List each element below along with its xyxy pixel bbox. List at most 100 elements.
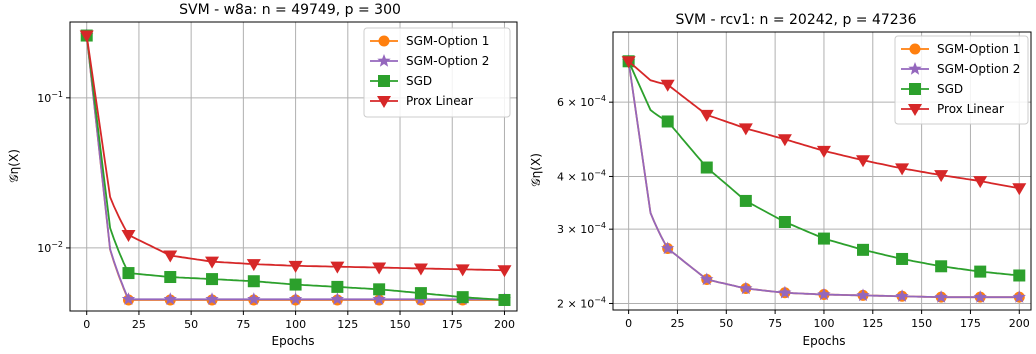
y-tick-label: 4 × 10−4 <box>557 168 606 183</box>
legend-box <box>894 35 1029 125</box>
data-point <box>1013 269 1026 282</box>
data-point <box>895 163 910 176</box>
legend-marker <box>378 35 390 47</box>
legend-label: SGM-Option 1 <box>406 34 489 48</box>
data-point <box>288 260 303 273</box>
y-tick-label: 6 × 10−4 <box>557 94 606 109</box>
x-tick-label: 150 <box>390 318 411 331</box>
x-tick-label: 75 <box>236 318 250 331</box>
data-point <box>121 229 136 242</box>
data-point <box>817 287 831 301</box>
data-point <box>935 260 948 273</box>
data-point <box>778 285 792 299</box>
y-axis-label: 𝒢η(X) <box>7 149 21 183</box>
x-tick-label: 100 <box>285 318 306 331</box>
data-point <box>974 265 987 278</box>
data-point <box>246 259 261 272</box>
data-point <box>164 271 177 284</box>
series-layer <box>79 28 512 306</box>
x-tick-label: 175 <box>442 318 463 331</box>
legend-label: Prox Linear <box>406 94 473 108</box>
data-point <box>817 232 830 245</box>
data-point <box>414 287 427 300</box>
legend-label: SGD <box>937 82 963 96</box>
data-point <box>288 292 303 305</box>
legend-box <box>363 27 511 118</box>
legend-marker <box>909 83 921 95</box>
data-point <box>661 241 675 255</box>
data-point <box>699 109 714 122</box>
x-axis-label: Epochs <box>803 334 846 348</box>
data-point <box>739 194 752 207</box>
data-point <box>700 272 714 286</box>
y-tick-label: 10−2 <box>37 240 63 255</box>
data-point <box>934 290 948 303</box>
chart-title: SVM - w8a: n = 49749, p = 300 <box>179 2 401 18</box>
data-point <box>121 292 136 305</box>
legend-marker <box>377 54 391 67</box>
data-point <box>973 290 987 303</box>
x-axis-label: Epochs <box>272 334 315 348</box>
data-point <box>660 79 675 92</box>
data-point <box>621 56 636 69</box>
data-point <box>205 292 219 305</box>
x-tick-label: 200 <box>1009 317 1030 330</box>
y-tick-label: 2 × 10−4 <box>557 295 606 310</box>
x-ticks: 0 25 50 75 100 125 150 175 200 <box>625 310 1030 330</box>
x-tick-label: 150 <box>911 317 932 330</box>
data-point <box>330 261 345 274</box>
legend-label: Prox Linear <box>937 102 1004 116</box>
plot-frame <box>612 31 1032 311</box>
data-point <box>856 155 871 168</box>
legend-label: SGM-Option 1 <box>937 42 1020 56</box>
series-layer <box>621 54 1027 303</box>
legend: SGM-Option 1 SGM-Option 2 SGD Prox Linear <box>363 27 511 118</box>
x-tick-label: 75 <box>768 317 782 330</box>
data-point <box>700 161 713 174</box>
x-tick-label: 25 <box>670 317 684 330</box>
data-point <box>1012 183 1027 196</box>
x-tick-label: 125 <box>337 318 358 331</box>
data-point <box>498 293 511 306</box>
y-tick-label: 3 × 10−4 <box>557 221 606 236</box>
data-point <box>661 115 674 128</box>
data-point <box>331 280 344 293</box>
x-tick-label: 0 <box>625 317 632 330</box>
data-point <box>163 250 178 263</box>
data-point <box>372 262 387 275</box>
data-point <box>247 292 261 305</box>
plot-frame <box>69 21 518 312</box>
legend-marker <box>909 43 921 55</box>
data-point <box>455 264 470 277</box>
data-point <box>330 292 344 305</box>
chart-w8a: SVM - w8a: n = 49749, p = 300 0 25 50 75 100… <box>7 2 518 348</box>
data-point <box>856 288 870 302</box>
legend-label: SGM-Option 2 <box>406 54 489 68</box>
x-tick-label: 50 <box>719 317 733 330</box>
x-tick-label: 50 <box>184 318 198 331</box>
data-point <box>247 275 260 288</box>
chart-title: SVM - rcv1: n = 20242, p = 47236 <box>676 12 917 28</box>
data-point <box>738 123 753 136</box>
chart-rcv1: SVM - rcv1: n = 20242, p = 47236 0 25 50 75… <box>529 12 1032 348</box>
x-tick-label: 200 <box>494 318 515 331</box>
legend-marker <box>908 104 922 116</box>
data-point <box>373 283 386 296</box>
data-point <box>778 215 791 228</box>
data-point <box>497 265 512 278</box>
x-tick-label: 100 <box>813 317 834 330</box>
y-ticks: 10−1 10−2 <box>37 90 70 255</box>
data-point <box>413 263 428 276</box>
legend-label: SGM-Option 2 <box>937 62 1020 76</box>
y-axis-label: 𝒢η(X) <box>529 153 543 187</box>
x-tick-label: 125 <box>862 317 883 330</box>
y-tick-label: 10−1 <box>37 90 63 105</box>
legend-marker <box>908 62 922 75</box>
data-point <box>205 256 220 269</box>
data-point <box>857 243 870 256</box>
x-ticks: 0 25 50 75 100 125 150 175 200 <box>83 311 515 331</box>
data-point <box>206 273 219 286</box>
data-point <box>895 289 909 302</box>
data-point <box>739 281 753 295</box>
